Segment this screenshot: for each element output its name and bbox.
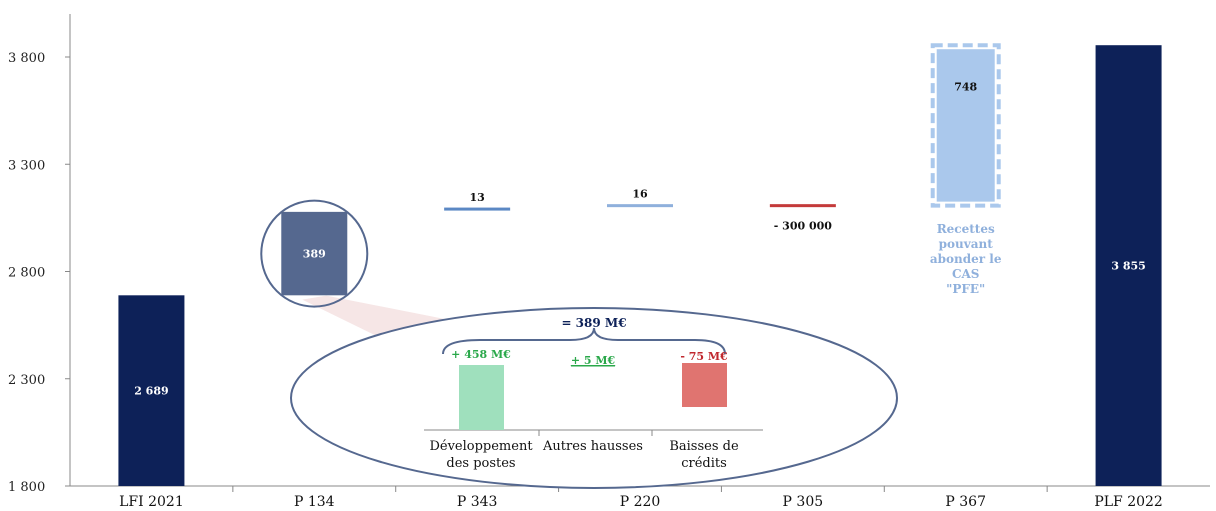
y-tick-label: 3 300: [8, 158, 45, 173]
y-tick-label: 2 300: [8, 373, 45, 388]
x-tick-label: P 134: [294, 494, 335, 510]
zoom-value-label: + 5 M€: [571, 354, 616, 367]
bar: [118, 295, 185, 486]
bar: [936, 49, 995, 202]
zoom-bar: [682, 363, 727, 407]
annotation-p367: CAS: [952, 267, 980, 281]
x-tick-label: P 220: [620, 494, 661, 510]
zoom-value-label: + 458 M€: [451, 348, 511, 361]
x-tick-label: P 343: [457, 494, 498, 510]
bar-value-label: - 300 000: [774, 220, 832, 233]
zoom-ellipse: [290, 307, 898, 489]
x-tick-label: LFI 2021: [119, 494, 184, 510]
bar-value-label: 748: [954, 80, 977, 93]
bar-value-label: 16: [632, 188, 648, 201]
y-tick-label: 2 800: [8, 266, 45, 281]
bar-value-label: 13: [469, 191, 484, 204]
annotation-p367: abonder le: [930, 252, 1002, 266]
annotation-p367: Recettes: [937, 222, 995, 236]
zoom-category-label: crédits: [681, 456, 727, 471]
bar-value-label: 389: [303, 248, 326, 261]
x-tick-label: P 305: [783, 494, 824, 510]
x-tick-label: PLF 2022: [1094, 494, 1163, 510]
zoom-total-label: = 389 M€: [561, 316, 626, 330]
bar-dashed-outline: [930, 43, 1001, 208]
zoom-bar: [459, 365, 504, 430]
bar-value-label: 3 855: [1111, 260, 1145, 273]
brace: [442, 327, 726, 355]
bar: [281, 211, 348, 296]
x-tick-label: P 367: [945, 494, 986, 510]
bar: [444, 207, 511, 211]
highlight-circle: [260, 199, 369, 308]
zoom-category-label: des postes: [446, 456, 515, 471]
bar: [1095, 45, 1162, 486]
zoom-category-label: Autres hausses: [542, 439, 643, 454]
zoom-category-label: Développement: [429, 439, 533, 454]
y-tick-label: 1 800: [8, 480, 45, 495]
y-tick-label: 3 800: [8, 51, 45, 66]
zoom-value-label: - 75 M€: [680, 350, 728, 363]
bar-value-label: 2 689: [134, 385, 168, 398]
bar: [769, 204, 836, 208]
zoom-category-label: Baisses de: [669, 439, 739, 454]
annotation-p367: pouvant: [939, 237, 994, 251]
bar: [607, 204, 673, 208]
annotation-p367: "PFE": [946, 282, 985, 296]
